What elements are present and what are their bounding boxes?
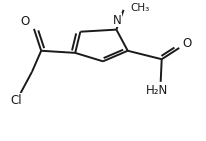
Text: O: O: [183, 37, 192, 49]
Text: N: N: [112, 14, 121, 27]
Text: O: O: [20, 15, 29, 28]
Text: Cl: Cl: [11, 94, 22, 107]
Text: H₂N: H₂N: [145, 84, 168, 97]
Text: CH₃: CH₃: [131, 3, 150, 13]
